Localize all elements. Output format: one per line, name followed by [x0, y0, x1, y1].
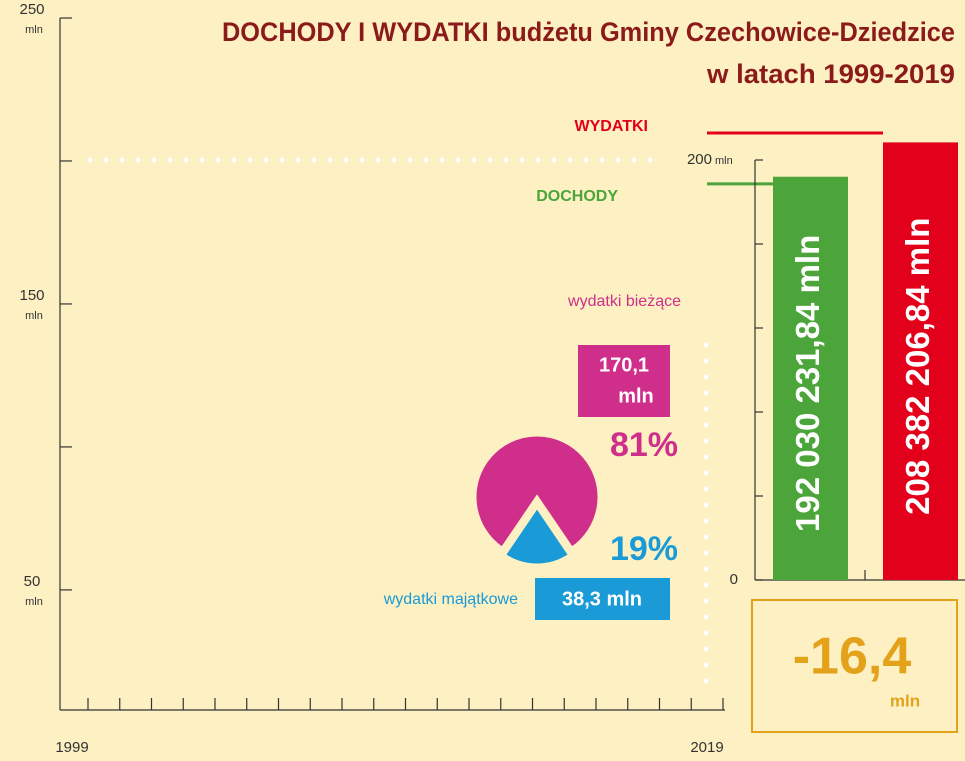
y-tick-unit: mln — [25, 310, 43, 322]
value-box — [578, 345, 670, 417]
value-box-label: 170,1 — [599, 354, 649, 376]
y-tick-unit: mln — [715, 155, 733, 167]
pie-label: 81% — [610, 426, 678, 464]
value-box-label: mln — [618, 385, 654, 407]
pie-slice — [502, 504, 572, 567]
bar-value-label: 192 030 231,84 mln — [789, 235, 826, 532]
y-tick-label: 150 — [19, 287, 44, 304]
balance-value: -16,4 — [793, 628, 912, 686]
bar — [883, 142, 958, 580]
series-label: wydatki bieżące — [567, 293, 681, 310]
y-tick-label: 250 — [19, 1, 44, 18]
y-tick-label: 50 — [24, 573, 41, 590]
series-label: WYDATKI — [575, 118, 648, 135]
pie-slice — [473, 433, 601, 551]
x-tick-label: 2019 — [690, 739, 723, 756]
bar — [773, 176, 848, 580]
y-tick-label: 0 — [730, 571, 738, 588]
series-label: wydatki majątkowe — [383, 591, 518, 608]
bar-value-label: 208 382 206,84 mln — [899, 218, 936, 515]
series-label: DOCHODY — [536, 188, 618, 205]
value-box-label: 38,3 mln — [562, 588, 642, 610]
x-tick-label: 1999 — [55, 739, 88, 756]
balance-unit: mln — [890, 691, 920, 710]
value-box — [535, 578, 670, 620]
title: w latach 1999-2019 — [706, 59, 955, 89]
y-tick-unit: mln — [25, 596, 43, 608]
y-tick-label: 200 — [687, 151, 712, 168]
y-tick-unit: mln — [25, 24, 43, 36]
balance-box — [751, 599, 958, 733]
title: DOCHODY I WYDATKI budżetu Gminy Czechowi… — [222, 17, 955, 47]
pie-label: 19% — [610, 530, 678, 568]
